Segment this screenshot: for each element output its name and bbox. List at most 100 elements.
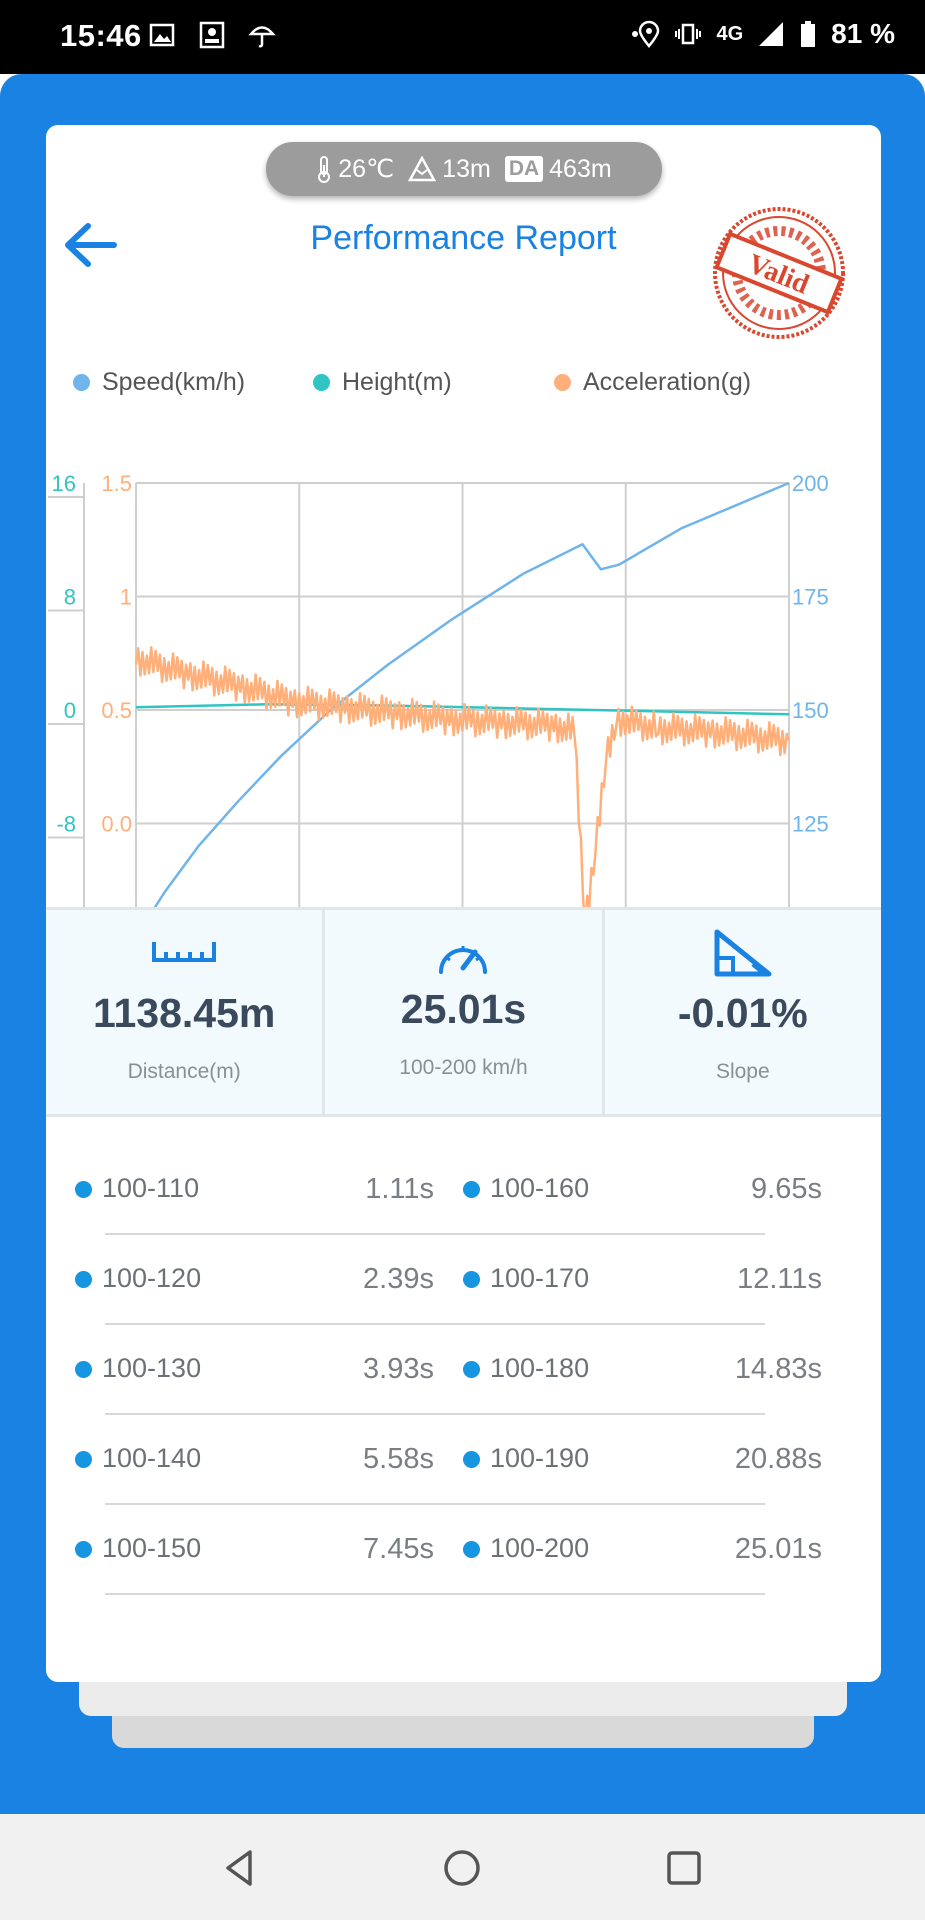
ruler-icon — [152, 942, 217, 962]
legend-acceleration-dot — [554, 374, 571, 391]
status-time: 15:46 — [60, 18, 142, 53]
split-row: 100-110 1.11s 100-160 9.65s — [46, 1145, 881, 1235]
acceleration-series-line — [134, 645, 791, 930]
split-range: 100-160 — [490, 1173, 590, 1203]
legend-height-dot — [313, 374, 330, 391]
report-card: 26℃ 13m DA 463m Performance Report Valid… — [46, 125, 881, 1682]
acceleration-tick-label: 1 — [120, 585, 132, 610]
stat-distance: 1138.45m Distance(m) — [46, 910, 322, 1114]
legend-acceleration-label: Acceleration(g) — [583, 368, 752, 396]
split-dot — [75, 1541, 92, 1558]
valid-stamp: Valid — [713, 207, 845, 339]
battery-level: 81 % — [831, 18, 895, 49]
split-dot — [75, 1271, 92, 1288]
speedometer-icon — [439, 946, 488, 974]
system-navigation-bar — [0, 1814, 925, 1920]
split-dot — [463, 1271, 480, 1288]
split-dot — [75, 1451, 92, 1468]
split-time: 25.01s — [734, 1533, 822, 1565]
gallery-icon — [149, 23, 175, 47]
split-time: 12.11s — [737, 1263, 822, 1295]
height-tick-label: 0 — [64, 698, 76, 723]
screen-record-icon — [199, 21, 225, 49]
row-divider — [105, 1233, 765, 1235]
split-time: 7.45s — [363, 1533, 434, 1565]
split-range: 100-170 — [490, 1263, 590, 1293]
time-label: 100-200 km/h — [399, 1056, 528, 1079]
legend-speed-dot — [73, 374, 90, 391]
split-time: 2.39s — [363, 1263, 434, 1295]
environment-pill: 26℃ 13m DA 463m — [266, 142, 662, 196]
status-bar: 15:46 4G 81 % — [0, 0, 925, 74]
speed-tick-label: 200 — [792, 471, 829, 496]
time-value: 25.01s — [400, 986, 527, 1032]
split-dot — [463, 1181, 480, 1198]
row-divider — [105, 1413, 765, 1415]
stat-time: 25.01s 100-200 km/h — [322, 910, 601, 1114]
split-range: 100-130 — [102, 1353, 202, 1383]
split-time: 20.88s — [734, 1443, 822, 1475]
split-row: 100-120 2.39s 100-170 12.11s — [46, 1235, 881, 1325]
split-range: 100-150 — [102, 1533, 202, 1563]
split-time: 5.58s — [363, 1443, 434, 1475]
split-range: 100-180 — [490, 1353, 590, 1383]
split-range: 100-200 — [490, 1533, 590, 1563]
split-dot — [75, 1361, 92, 1378]
thermometer-icon — [318, 156, 331, 183]
acceleration-tick-label: 0.5 — [101, 698, 132, 723]
acceleration-tick-label: 1.5 — [101, 471, 132, 496]
split-range: 100-120 — [102, 1263, 202, 1293]
split-dot — [463, 1361, 480, 1378]
row-divider — [105, 1593, 765, 1595]
split-time: 9.65s — [751, 1173, 822, 1205]
speed-tick-label: 175 — [792, 585, 829, 610]
height-tick-label: 16 — [52, 471, 76, 496]
legend-height: Height(m) — [313, 368, 452, 397]
stat-slope: -0.01% Slope — [601, 910, 881, 1114]
legend-acceleration: Acceleration(g) — [554, 368, 751, 397]
speed-series-line — [134, 481, 790, 938]
vibrate-icon — [675, 23, 702, 45]
split-row: 100-130 3.93s 100-180 14.83s — [46, 1325, 881, 1415]
height-tick-label: -8 — [56, 812, 76, 837]
location-icon — [632, 20, 660, 48]
split-time: 1.11s — [365, 1173, 434, 1205]
back-arrow-icon[interactable] — [60, 215, 120, 275]
row-divider — [105, 1503, 765, 1505]
distance-value: 1138.45m — [92, 990, 276, 1036]
height-tick-label: 8 — [64, 585, 76, 610]
battery-icon — [801, 21, 816, 47]
split-dot — [463, 1451, 480, 1468]
nav-back-icon[interactable] — [218, 1846, 262, 1890]
mountain-icon — [408, 156, 437, 182]
height-series-line — [135, 703, 790, 716]
speed-tick-label: 125 — [792, 812, 829, 837]
chart-legend: Speed(km/h) Height(m) Acceleration(g) — [46, 368, 881, 408]
signal-icon — [759, 22, 784, 46]
nav-home-icon[interactable] — [440, 1846, 484, 1890]
split-range: 100-110 — [102, 1173, 200, 1203]
split-dot — [75, 1181, 92, 1198]
density-altitude-badge: DA — [504, 156, 544, 182]
legend-speed-label: Speed(km/h) — [102, 368, 246, 396]
legend-height-label: Height(m) — [342, 368, 452, 396]
temperature-value: 26℃ — [338, 155, 395, 183]
split-range: 100-140 — [102, 1443, 202, 1473]
split-row: 100-150 7.45s 100-200 25.01s — [46, 1505, 881, 1595]
stats-panel: 1138.45m Distance(m) 25.01s 100-200 km/h… — [46, 907, 881, 1117]
legend-speed: Speed(km/h) — [73, 368, 245, 397]
row-divider — [105, 1323, 765, 1325]
split-dot — [463, 1541, 480, 1558]
slope-label: Slope — [715, 1060, 770, 1083]
nav-recents-icon[interactable] — [662, 1846, 706, 1890]
split-time: 3.93s — [363, 1353, 434, 1385]
slope-icon — [714, 929, 772, 977]
split-range: 100-190 — [490, 1443, 590, 1473]
umbrella-icon — [248, 26, 276, 48]
speed-tick-label: 150 — [792, 698, 829, 723]
page-title: Performance Report — [310, 219, 617, 257]
acceleration-tick-label: 0.0 — [101, 812, 132, 837]
slope-value: -0.01% — [677, 990, 808, 1036]
split-time: 14.83s — [734, 1353, 822, 1385]
